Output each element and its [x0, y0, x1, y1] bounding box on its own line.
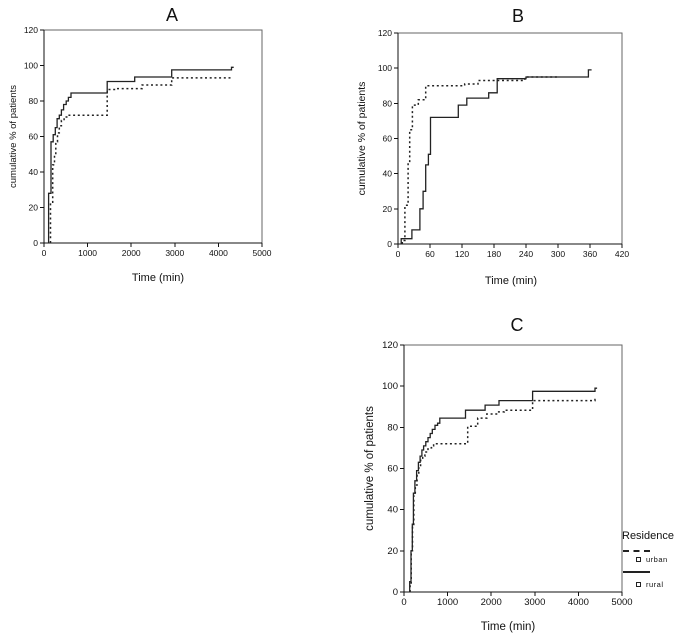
x-tick-label: 5000: [611, 597, 632, 608]
x-tick-label: 4000: [209, 248, 228, 258]
x-tick-label: 2000: [122, 248, 141, 258]
legend-rural-label: rural: [646, 580, 664, 589]
panel-title: A: [166, 5, 178, 25]
x-tick-label: 2000: [481, 597, 502, 608]
y-tick-label: 0: [393, 587, 398, 598]
y-tick-label: 80: [387, 422, 398, 433]
y-tick-label: 20: [387, 546, 398, 557]
panel-title: B: [512, 6, 524, 26]
residence-legend: Residence urban rural: [621, 528, 691, 600]
x-tick-label: 1000: [437, 597, 458, 608]
panel-b-chart: 0 60 120 180 240 300 360 420 0 20 40 60 80 100 120 B Tim…: [356, 6, 629, 287]
x-tick-label: 420: [615, 249, 629, 259]
y-tick-label: 60: [383, 134, 393, 144]
series-urban-line: [49, 77, 233, 243]
legend-item-rural: rural: [636, 580, 664, 589]
series-rural-line: [409, 387, 598, 592]
x-tick-label: 0: [42, 248, 47, 258]
y-tick-label: 80: [383, 98, 393, 108]
x-tick-label: 3000: [165, 248, 184, 258]
y-tick-label: 0: [387, 239, 392, 249]
x-tick-label: 240: [519, 249, 533, 259]
x-tick-label: 0: [396, 249, 401, 259]
x-tick-label: 1000: [78, 248, 97, 258]
x-axis-label: Time (min): [132, 272, 184, 284]
x-axis-label: Time (min): [481, 621, 536, 633]
axis-lines: [397, 33, 622, 245]
x-tick-label: 180: [487, 249, 501, 259]
legend-rural-square-marker-icon: [636, 582, 641, 587]
series-urban-line: [401, 76, 558, 244]
y-tick-label: 20: [383, 204, 393, 214]
y-tick-label: 60: [387, 464, 398, 475]
y-tick-label: 0: [33, 238, 38, 248]
y-tick-label: 40: [383, 169, 393, 179]
legend-urban-line-sample: [623, 550, 650, 552]
x-tick-label: 0: [401, 597, 406, 608]
x-tick-label: 60: [425, 249, 435, 259]
axis-lines: [403, 345, 622, 593]
x-tick-label: 4000: [568, 597, 589, 608]
legend-title: Residence: [622, 530, 674, 542]
y-tick-label: 80: [29, 96, 39, 106]
y-tick-label: 60: [29, 132, 39, 142]
y-tick-label: 120: [24, 25, 38, 35]
series-urban-line: [409, 398, 598, 592]
plot-frame: [403, 344, 623, 593]
y-axis-label: cumulative % of patients: [8, 85, 19, 188]
series-rural-line: [47, 66, 234, 243]
y-tick-label: 40: [29, 167, 39, 177]
x-tick-label: 360: [583, 249, 597, 259]
y-tick-label: 100: [382, 381, 398, 392]
legend-urban-label: urban: [646, 555, 668, 564]
y-axis-label: cumulative % of patients: [364, 406, 376, 531]
legend-rural-line-sample: [623, 571, 650, 573]
y-tick-label: 100: [24, 61, 38, 71]
panel-c-chart: 0 1000 2000 3000 4000 5000 0 20 40 60 80 100 120 C Tim…: [364, 315, 633, 633]
y-tick-label: 100: [378, 63, 392, 73]
y-tick-label: 120: [382, 340, 398, 351]
legend-item-urban: urban: [636, 555, 668, 564]
x-axis-label: Time (min): [485, 275, 537, 287]
x-tick-label: 300: [551, 249, 565, 259]
panel-a-chart: 0 1000 2000 3000 4000 5000 0 20 40 60 80 100 120 A Tim…: [8, 5, 272, 284]
plot-frame: [397, 32, 623, 245]
axis-lines: [43, 30, 262, 244]
y-tick-label: 20: [29, 203, 39, 213]
y-axis-label: cumulative % of patients: [356, 82, 368, 196]
y-tick-label: 40: [387, 505, 398, 516]
legend-urban-square-marker-icon: [636, 557, 641, 562]
x-tick-label: 3000: [524, 597, 545, 608]
plot-frame: [43, 29, 263, 244]
x-tick-label: 5000: [253, 248, 272, 258]
series-rural-line: [400, 69, 592, 244]
y-tick-label: 120: [378, 28, 392, 38]
panel-title: C: [511, 315, 524, 335]
x-tick-label: 120: [455, 249, 469, 259]
